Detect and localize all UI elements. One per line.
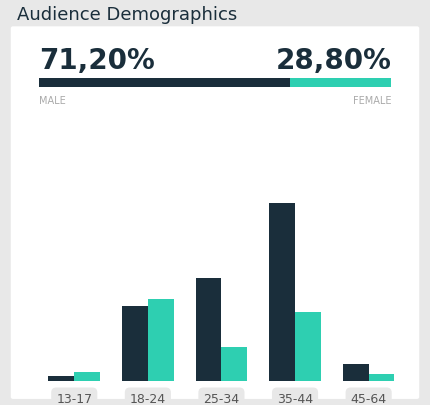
Text: 28,80%: 28,80% xyxy=(276,47,391,75)
Text: 71,20%: 71,20% xyxy=(39,47,154,75)
Text: MALE: MALE xyxy=(39,96,65,106)
Bar xyxy=(49,375,74,381)
Bar xyxy=(295,313,321,381)
Bar xyxy=(221,347,247,381)
Bar xyxy=(148,299,174,381)
Text: FEMALE: FEMALE xyxy=(353,96,391,106)
Bar xyxy=(369,374,394,381)
Text: Audience Demographics: Audience Demographics xyxy=(17,6,237,24)
Bar xyxy=(122,306,148,381)
Bar xyxy=(269,203,295,381)
Bar xyxy=(196,278,221,381)
Bar xyxy=(343,364,369,381)
Bar xyxy=(74,372,100,381)
